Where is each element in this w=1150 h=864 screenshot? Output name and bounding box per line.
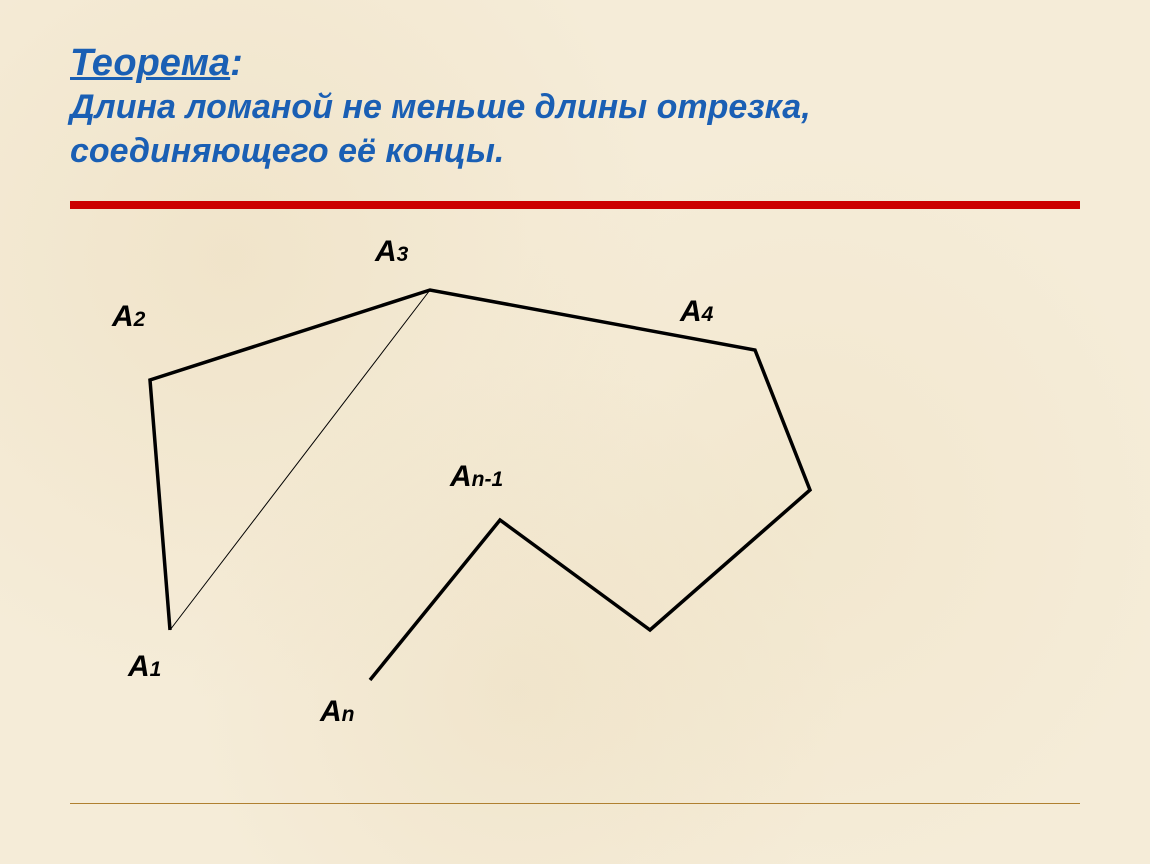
vertex-label-a3: A3 (375, 235, 408, 269)
aux-line (170, 290, 430, 630)
vertex-label-an-minus-1: An-1 (450, 460, 503, 494)
vertex-label-a4: A4 (680, 295, 713, 329)
diagram-svg (0, 0, 1150, 864)
vertex-label-an: An (320, 695, 355, 729)
bottom-line (70, 803, 1080, 804)
vertex-label-a2: A2 (112, 300, 145, 334)
vertex-label-a1: A1 (128, 650, 161, 684)
